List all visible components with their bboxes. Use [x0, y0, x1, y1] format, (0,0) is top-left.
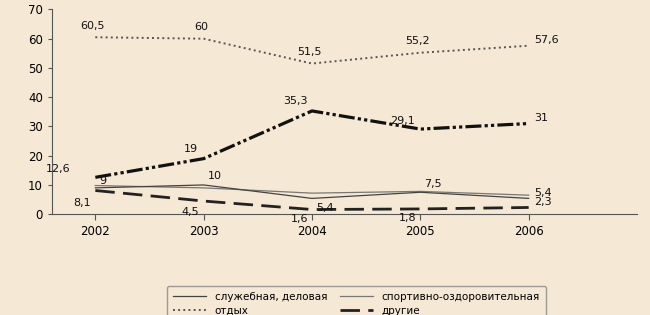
Text: 7,5: 7,5 — [424, 179, 442, 189]
Text: 31: 31 — [534, 113, 548, 123]
Text: 57,6: 57,6 — [534, 35, 559, 45]
Text: 4,5: 4,5 — [182, 207, 200, 217]
Text: 10: 10 — [208, 171, 222, 181]
Text: 5,4: 5,4 — [316, 203, 334, 213]
Text: 51,5: 51,5 — [297, 47, 322, 57]
Legend: служебная, деловая, отдых, лечение, спортивно-оздоровительная, другие: служебная, деловая, отдых, лечение, спор… — [166, 286, 546, 315]
Text: 35,3: 35,3 — [283, 96, 308, 106]
Text: 5,4: 5,4 — [534, 188, 552, 198]
Text: 2,3: 2,3 — [534, 197, 552, 207]
Text: 1,8: 1,8 — [398, 214, 416, 223]
Text: 19: 19 — [184, 144, 198, 154]
Text: 9: 9 — [99, 176, 107, 186]
Text: 1,6: 1,6 — [291, 214, 308, 224]
Text: 29,1: 29,1 — [390, 116, 415, 125]
Text: 60: 60 — [194, 22, 208, 32]
Text: 8,1: 8,1 — [73, 198, 91, 208]
Text: 60,5: 60,5 — [81, 21, 105, 31]
Text: 12,6: 12,6 — [46, 164, 70, 174]
Text: 55,2: 55,2 — [405, 37, 430, 46]
